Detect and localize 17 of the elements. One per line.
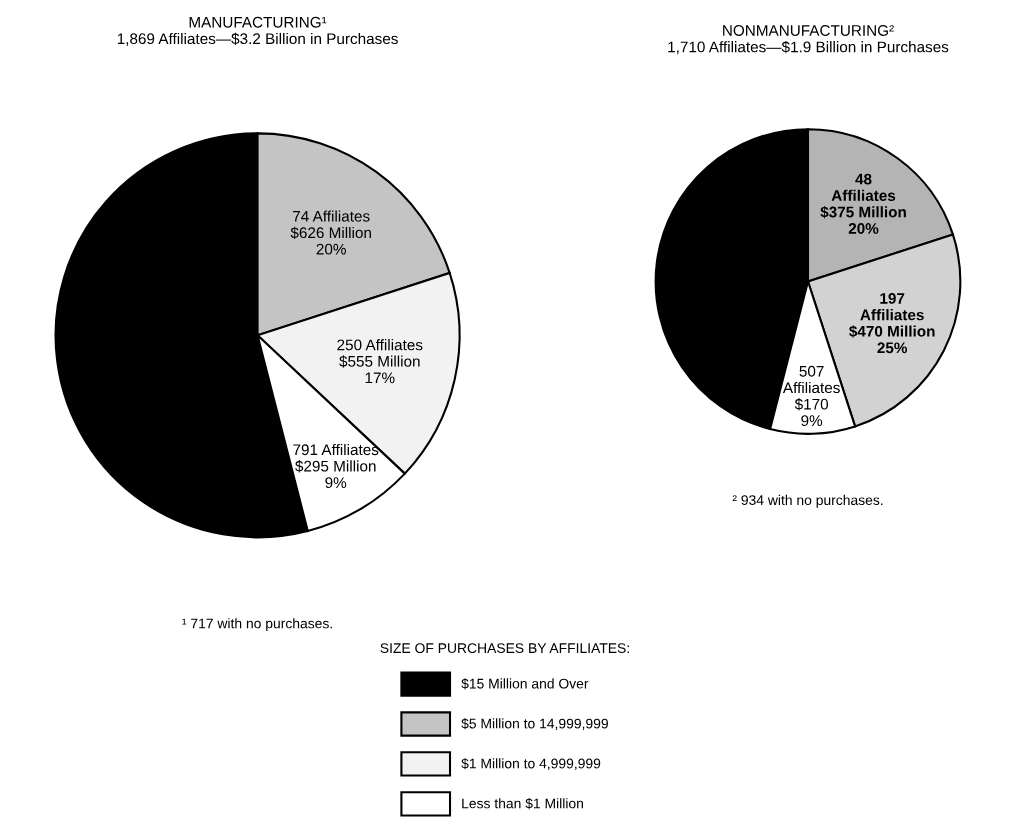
- data-label: 507 Affiliates $170 9%: [782, 365, 840, 427]
- legend-label: $1 Million to 4,999,999: [461, 758, 601, 771]
- chart-subtitle: 1,869 Affiliates—$3.2 Billion in Purchases: [117, 32, 398, 46]
- data-label: 197 Affiliates $470 Million 25%: [849, 293, 935, 354]
- chart-title: MANUFACTURING¹: [189, 16, 327, 28]
- legend-label: $5 Million to 14,999,999: [461, 718, 608, 731]
- legend-title: SIZE OF PURCHASES BY AFFILIATES:: [380, 643, 629, 654]
- data-label: 74 Affiliates $626 Million 20%: [290, 210, 371, 255]
- chart-subtitle: 1,710 Affiliates—$1.9 Billion in Purchases: [668, 40, 949, 55]
- text: ¹ 717 with no purchases.: [182, 618, 332, 632]
- data-label: 48 Affiliates $375 Million 20%: [820, 173, 906, 234]
- data-label: 250 Affiliates $555 Million 17%: [337, 339, 423, 384]
- legend-label: $15 Million and Over: [461, 678, 589, 690]
- data-label: 791 Affiliates $295 Million 9%: [293, 443, 379, 489]
- legend-label: Less than $1 Million: [462, 797, 583, 810]
- chart-title: NONMANUFACTURING²: [723, 25, 894, 36]
- text: ² 934 with no purchases.: [732, 494, 883, 508]
